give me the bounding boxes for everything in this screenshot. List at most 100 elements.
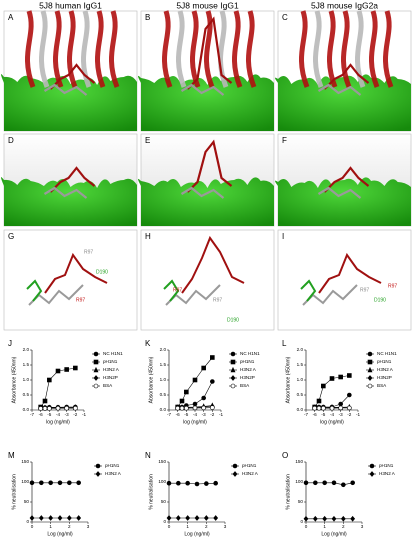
series-line xyxy=(306,482,353,486)
marker xyxy=(192,377,198,383)
panel-letter: J xyxy=(8,339,12,348)
x-tick-label: -4 xyxy=(193,412,198,417)
marker xyxy=(73,365,78,371)
legend-label: H3N2 A xyxy=(379,471,396,476)
antibody-ribbon xyxy=(203,10,215,88)
x-tick-label: -2 xyxy=(347,412,352,417)
marker xyxy=(55,405,61,411)
y-tick-label: 50 xyxy=(161,499,167,504)
structure-panel: B xyxy=(138,10,275,132)
legend-marker xyxy=(95,463,101,469)
marker xyxy=(340,515,346,522)
marker xyxy=(204,481,209,486)
residue-sticks xyxy=(180,83,225,96)
x-tick-label: -6 xyxy=(39,412,44,417)
legend-marker xyxy=(367,351,373,357)
structure-panel: R97 R97 D190 H xyxy=(140,229,275,331)
marker xyxy=(313,480,318,486)
marker xyxy=(38,515,44,521)
series-line xyxy=(169,482,216,485)
panel-letter: O xyxy=(282,451,288,460)
x-tick-label: 1 xyxy=(323,524,326,529)
legend-marker xyxy=(367,359,373,365)
y-tick-label: 1.0 xyxy=(23,377,30,382)
residue-label: R97 xyxy=(360,287,369,293)
x-tick-label: 0 xyxy=(168,524,171,529)
residue-label: D190 xyxy=(374,297,386,303)
chart: K 0.0 0.5 1.0 1.5 2.0 -7 -6 -5 -4 -3 -2 -1 log (ng/ml… xyxy=(145,339,260,425)
structure-panel: R97 R97 D190 I xyxy=(277,229,412,331)
y-tick-label: 2.0 xyxy=(297,347,304,352)
marker xyxy=(184,389,189,395)
marker xyxy=(210,355,215,360)
marker xyxy=(42,406,48,411)
residue-sticks xyxy=(163,279,180,302)
x-tick-label: -3 xyxy=(339,412,344,417)
residue-sticks xyxy=(44,252,108,294)
marker xyxy=(175,515,181,521)
marker xyxy=(321,405,326,411)
y-tick-label: 1.5 xyxy=(160,362,167,367)
residue-sticks xyxy=(323,63,370,90)
marker xyxy=(201,365,206,371)
antibody-ribbon xyxy=(38,10,50,88)
panel-letter: A xyxy=(8,13,14,22)
x-tick-label: 0 xyxy=(31,524,34,529)
panel-letter: D xyxy=(8,136,14,145)
x-tick-label: -3 xyxy=(65,412,70,417)
residue-sticks xyxy=(300,279,317,302)
antibody-ribbon xyxy=(312,10,324,88)
y-tick-label: 0.0 xyxy=(297,407,304,412)
x-tick-label: -2 xyxy=(73,412,78,417)
legend-label: NC H1N1 xyxy=(240,351,260,356)
chart: O 0 50 100 150 0 1 2 3 Log (ng/ml) % neutralisatio… xyxy=(282,451,396,537)
legend-marker xyxy=(93,351,99,357)
column-header: 5J8 human IgG1 xyxy=(39,0,102,10)
legend-marker xyxy=(367,383,373,389)
marker xyxy=(29,515,35,521)
protein-surface xyxy=(275,74,411,131)
marker xyxy=(55,368,61,374)
marker xyxy=(184,405,189,411)
marker xyxy=(338,405,343,411)
antibody-ribbon xyxy=(340,10,352,88)
x-axis-label: log (ng/ml) xyxy=(183,419,207,425)
marker xyxy=(29,480,35,486)
y-tick-label: 0.0 xyxy=(160,407,167,412)
x-axis-label: log (ng/ml) xyxy=(320,419,344,425)
x-tick-label: 2 xyxy=(205,524,208,529)
residue-sticks xyxy=(43,83,88,96)
y-tick-label: 150 xyxy=(295,459,303,464)
y-tick-label: 0 xyxy=(163,519,166,524)
marker xyxy=(350,515,356,522)
panel-letter: L xyxy=(282,339,287,348)
marker xyxy=(347,392,352,398)
marker xyxy=(57,515,63,521)
marker xyxy=(185,515,191,521)
legend-label: H3N2 A xyxy=(377,367,394,372)
panel-letter: C xyxy=(282,13,288,22)
panel-letter: I xyxy=(282,232,284,241)
y-tick-label: 1.5 xyxy=(23,362,30,367)
legend-marker xyxy=(230,383,236,389)
marker xyxy=(331,515,337,522)
marker xyxy=(76,480,81,486)
y-tick-label: 100 xyxy=(158,479,166,484)
x-tick-label: 3 xyxy=(361,524,364,529)
residue-sticks xyxy=(49,166,96,193)
marker xyxy=(316,398,322,404)
marker xyxy=(64,367,69,372)
residue-sticks xyxy=(43,186,88,199)
legend-marker xyxy=(93,383,99,389)
marker xyxy=(338,374,343,380)
x-tick-label: 2 xyxy=(342,524,345,529)
structure-panel: D xyxy=(1,133,138,227)
marker xyxy=(76,515,82,521)
x-tick-label: -1 xyxy=(356,412,361,417)
column-header: 5J8 mouse IgG1 xyxy=(176,0,239,10)
marker xyxy=(67,480,72,486)
structure-panel: R97 D190 R97 G xyxy=(3,229,138,331)
residue-sticks xyxy=(186,139,233,193)
residue-label: R97 xyxy=(76,297,85,303)
antibody-ribbon xyxy=(231,10,243,88)
